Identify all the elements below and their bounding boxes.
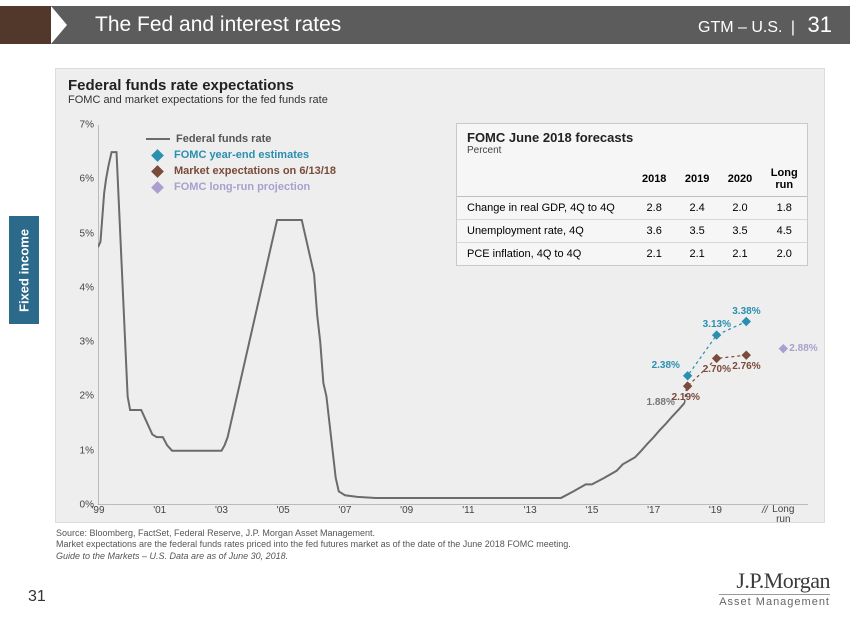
legend-item: Market expectations on 6/13/18 xyxy=(146,163,336,179)
source-text: Source: Bloomberg, FactSet, Federal Rese… xyxy=(56,528,571,562)
y-tick-label: 2% xyxy=(80,391,94,402)
gtm-label: GTM – U.S. xyxy=(698,19,782,36)
chevron-right-icon xyxy=(51,6,67,44)
data-point-label: 3.38% xyxy=(732,306,760,317)
logo-sub: Asset Management xyxy=(719,594,830,608)
y-tick-label: 7% xyxy=(80,120,94,131)
x-tick-label: '11 xyxy=(462,505,474,516)
table-cell: 2.8 xyxy=(633,197,676,220)
legend-label: Federal funds rate xyxy=(176,133,271,145)
x-tick-label: '05 xyxy=(277,505,290,516)
logo-main: J.P.Morgan xyxy=(719,568,830,594)
table-cell: 3.5 xyxy=(719,220,762,243)
y-tick-label: 4% xyxy=(80,282,94,293)
data-point-label: 2.38% xyxy=(652,360,680,371)
x-tick-longrun: Longrun xyxy=(772,505,794,525)
table-cell: 2.0 xyxy=(761,243,807,266)
data-point-label: 3.13% xyxy=(703,319,731,330)
jpmorgan-logo: J.P.Morgan Asset Management xyxy=(719,568,830,608)
table-cell: 1.8 xyxy=(761,197,807,220)
x-tick-label: '99 xyxy=(91,505,104,516)
legend-item: FOMC long-run projection xyxy=(146,179,336,195)
header-right: GTM – U.S. | 31 xyxy=(698,12,832,38)
source-line: Market expectations are the federal fund… xyxy=(56,539,571,550)
source-line: Guide to the Markets – U.S. Data are as … xyxy=(56,551,571,562)
x-tick-label: '07 xyxy=(338,505,351,516)
y-tick-label: 6% xyxy=(80,174,94,185)
legend-line-icon xyxy=(146,138,170,140)
chart-legend: Federal funds rate FOMC year-end estimate… xyxy=(146,131,336,195)
x-tick-label: '17 xyxy=(647,505,660,516)
x-tick-label: '09 xyxy=(400,505,413,516)
legend-label: Market expectations on 6/13/18 xyxy=(174,165,336,177)
table-cell: 3.6 xyxy=(633,220,676,243)
chart-subtitle: FOMC and market expectations for the fed… xyxy=(68,94,812,106)
legend-item: Federal funds rate xyxy=(146,131,336,147)
x-tick-label: '15 xyxy=(585,505,598,516)
legend-diamond-icon xyxy=(151,149,164,162)
table-header: Longrun xyxy=(761,162,807,197)
footer-page-number: 31 xyxy=(28,588,46,606)
x-tick-label: '01 xyxy=(153,505,166,516)
table-header: 2019 xyxy=(676,162,719,197)
table-cell: PCE inflation, 4Q to 4Q xyxy=(457,243,633,266)
y-tick-label: 1% xyxy=(80,445,94,456)
header-accent xyxy=(0,6,52,44)
table-row: Unemployment rate, 4Q3.63.53.54.5 xyxy=(457,220,807,243)
data-point-label: 2.88% xyxy=(789,343,817,354)
side-tab-fixed-income: Fixed income xyxy=(9,216,39,324)
legend-diamond-icon xyxy=(151,181,164,194)
x-tick-label: '13 xyxy=(524,505,537,516)
legend-diamond-icon xyxy=(151,165,164,178)
forecast-table-box: FOMC June 2018 forecasts Percent 2018201… xyxy=(456,123,808,266)
table-header xyxy=(457,162,633,197)
forecast-subtitle: Percent xyxy=(467,145,797,156)
header-page: 31 xyxy=(808,12,832,37)
data-point-label: 2.76% xyxy=(732,361,760,372)
table-cell: 2.1 xyxy=(676,243,719,266)
table-cell: 4.5 xyxy=(761,220,807,243)
x-tick-label: '19 xyxy=(709,505,722,516)
table-cell: Change in real GDP, 4Q to 4Q xyxy=(457,197,633,220)
table-header: 2020 xyxy=(719,162,762,197)
header-chevron xyxy=(0,6,67,44)
table-header: 2018 xyxy=(633,162,676,197)
data-point-label: 2.19% xyxy=(672,392,700,403)
page-title: The Fed and interest rates xyxy=(95,13,698,37)
forecast-title: FOMC June 2018 forecasts xyxy=(467,130,797,145)
table-row: PCE inflation, 4Q to 4Q2.12.12.12.0 xyxy=(457,243,807,266)
header-bar: The Fed and interest rates GTM – U.S. | … xyxy=(0,6,850,44)
table-cell: 2.1 xyxy=(719,243,762,266)
y-axis-labels: 0%1%2%3%4%5%6%7% xyxy=(64,125,94,505)
table-cell: Unemployment rate, 4Q xyxy=(457,220,633,243)
source-line: Source: Bloomberg, FactSet, Federal Rese… xyxy=(56,528,571,539)
y-tick-label: 3% xyxy=(80,337,94,348)
table-cell: 3.5 xyxy=(676,220,719,243)
table-cell: 2.1 xyxy=(633,243,676,266)
y-tick-label: 5% xyxy=(80,228,94,239)
legend-item: FOMC year-end estimates xyxy=(146,147,336,163)
table-cell: 2.0 xyxy=(719,197,762,220)
data-point-label: 2.70% xyxy=(703,364,731,375)
chart-title: Federal funds rate expectations xyxy=(68,77,812,94)
forecast-table: 201820192020Longrun Change in real GDP, … xyxy=(457,162,807,265)
chart-panel: Federal funds rate expectations FOMC and… xyxy=(55,68,825,523)
legend-label: FOMC long-run projection xyxy=(174,181,310,193)
x-tick-label: '03 xyxy=(215,505,228,516)
table-row: Change in real GDP, 4Q to 4Q2.82.42.01.8 xyxy=(457,197,807,220)
axis-break-icon: // xyxy=(762,505,768,516)
x-axis-labels: '99'01'03'05'07'09'11'13'15'17'19//Longr… xyxy=(98,505,808,521)
legend-label: FOMC year-end estimates xyxy=(174,149,309,161)
table-cell: 2.4 xyxy=(676,197,719,220)
